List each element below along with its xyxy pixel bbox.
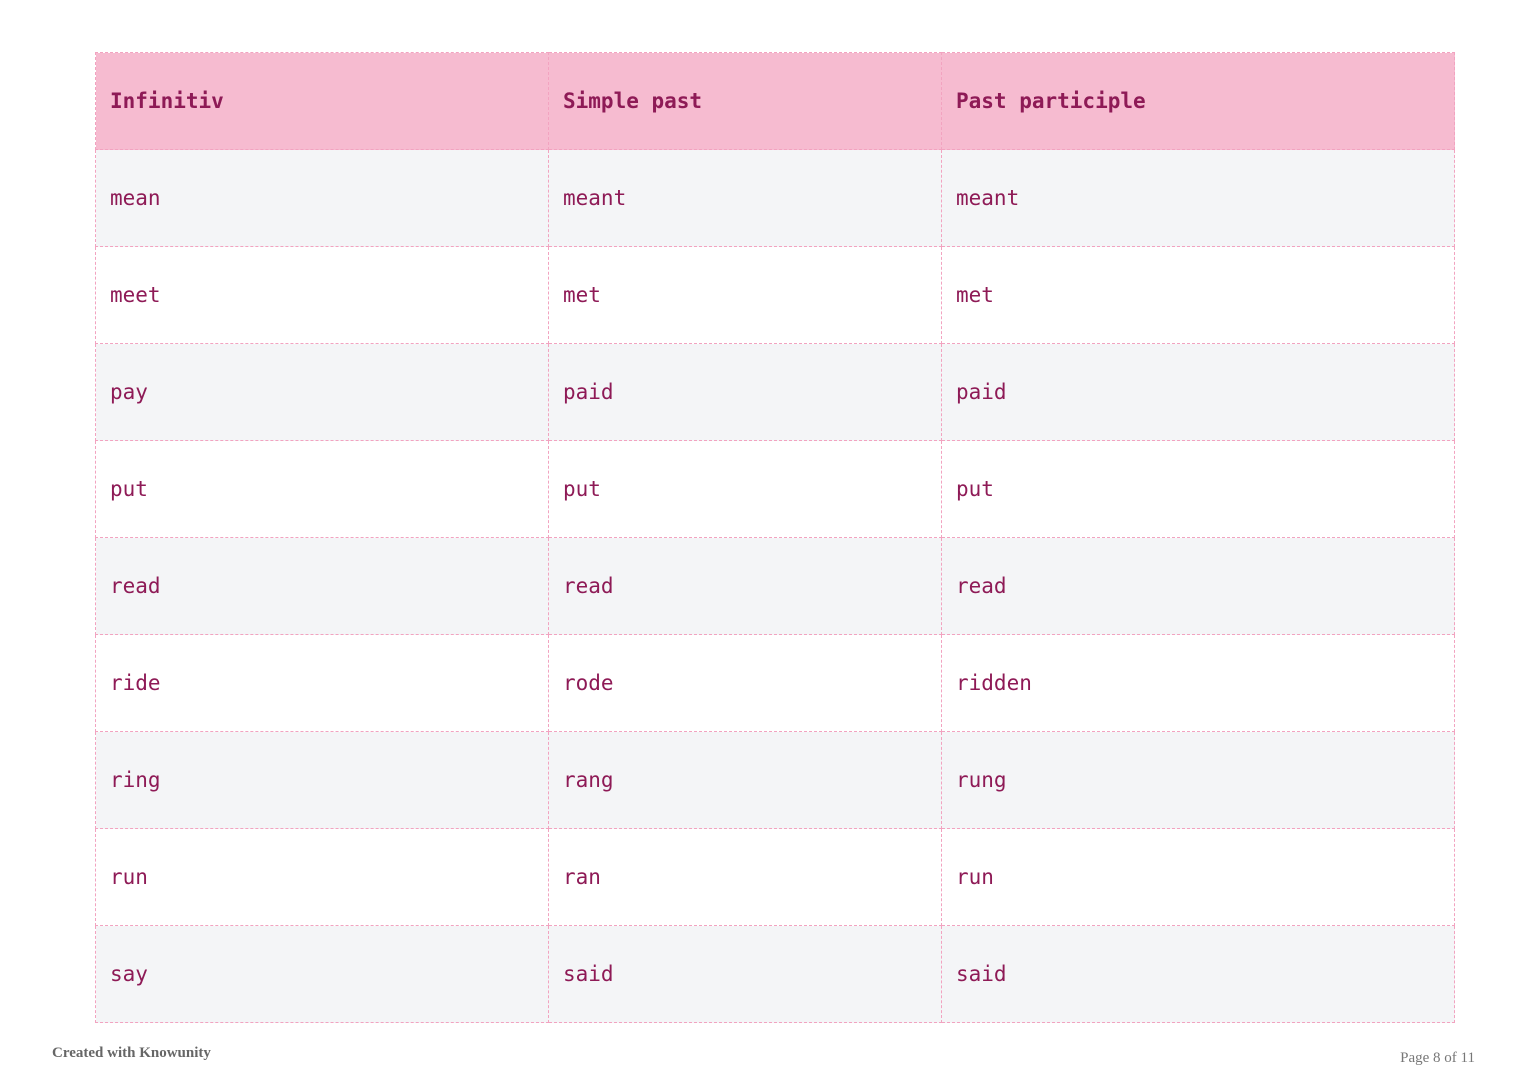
cell-past-participle: said xyxy=(941,925,1455,1023)
cell-infinitiv: read xyxy=(95,537,549,635)
cell-infinitiv: ring xyxy=(95,731,549,829)
cell-infinitiv: put xyxy=(95,440,549,538)
table-row: say said said xyxy=(95,925,1455,1023)
cell-infinitiv: ride xyxy=(95,634,549,732)
footer-credit: Created with Knowunity xyxy=(52,1045,211,1061)
cell-simple-past: met xyxy=(548,246,942,344)
table-row: pay paid paid xyxy=(95,343,1455,441)
cell-past-participle: read xyxy=(941,537,1455,635)
cell-infinitiv: meet xyxy=(95,246,549,344)
header-infinitiv: Infinitiv xyxy=(95,52,549,150)
cell-simple-past: rang xyxy=(548,731,942,829)
table-row: run ran run xyxy=(95,828,1455,926)
cell-past-participle: run xyxy=(941,828,1455,926)
table-row: mean meant meant xyxy=(95,149,1455,247)
irregular-verbs-table: Infinitiv Simple past Past participle me… xyxy=(95,52,1455,1023)
cell-past-participle: ridden xyxy=(941,634,1455,732)
cell-simple-past: ran xyxy=(548,828,942,926)
header-simple-past: Simple past xyxy=(548,52,942,150)
page-number: Page 8 of 11 xyxy=(1400,1050,1475,1066)
header-past-participle: Past participle xyxy=(941,52,1455,150)
table-row: read read read xyxy=(95,537,1455,635)
table-header-row: Infinitiv Simple past Past participle xyxy=(95,52,1455,150)
table-row: meet met met xyxy=(95,246,1455,344)
cell-past-participle: put xyxy=(941,440,1455,538)
cell-past-participle: met xyxy=(941,246,1455,344)
cell-past-participle: paid xyxy=(941,343,1455,441)
cell-infinitiv: mean xyxy=(95,149,549,247)
cell-infinitiv: pay xyxy=(95,343,549,441)
cell-simple-past: meant xyxy=(548,149,942,247)
cell-simple-past: rode xyxy=(548,634,942,732)
table-row: ring rang rung xyxy=(95,731,1455,829)
cell-simple-past: put xyxy=(548,440,942,538)
cell-infinitiv: say xyxy=(95,925,549,1023)
cell-simple-past: read xyxy=(548,537,942,635)
cell-infinitiv: run xyxy=(95,828,549,926)
table-row: put put put xyxy=(95,440,1455,538)
cell-simple-past: said xyxy=(548,925,942,1023)
table-row: ride rode ridden xyxy=(95,634,1455,732)
cell-simple-past: paid xyxy=(548,343,942,441)
cell-past-participle: rung xyxy=(941,731,1455,829)
cell-past-participle: meant xyxy=(941,149,1455,247)
